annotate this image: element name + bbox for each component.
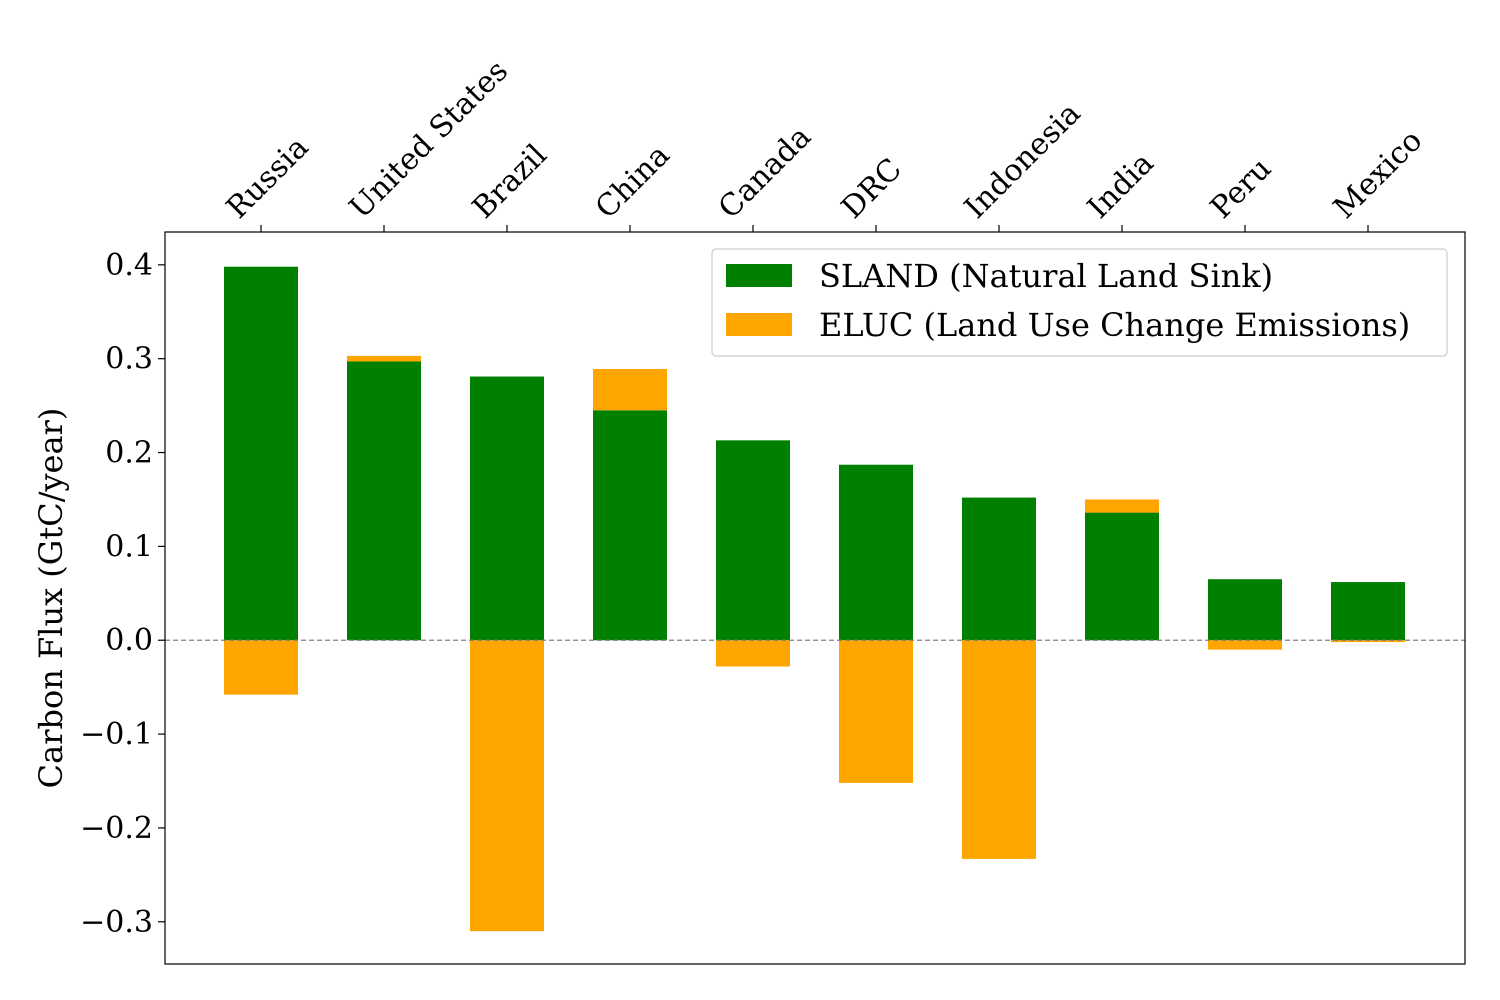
bar-eluc-brazil [470, 640, 544, 932]
bar-eluc-russia [224, 640, 298, 695]
y-ticks: 0.4 0.3 0.2 0.1 0.0 −0.1 −0.2 −0.3 [80, 248, 165, 940]
y-axis-title: Carbon Flux (GtC/year) [32, 408, 70, 789]
bar-eluc-mexico [1331, 640, 1405, 643]
y-tick-label: 0.3 [105, 342, 153, 377]
bar-sland-peru [1208, 579, 1282, 641]
y-tick-label: −0.1 [80, 717, 153, 752]
legend: SLAND (Natural Land Sink) ELUC (Land Use… [711, 248, 1448, 357]
x-tick-label: China [589, 138, 677, 226]
bar-eluc-drc [839, 640, 913, 783]
x-tick-label: Brazil [466, 138, 554, 226]
x-tick-label: Indonesia [958, 96, 1088, 226]
legend-swatch-sland [726, 264, 792, 287]
bar-sland-united-states [347, 361, 421, 641]
bar-eluc-canada [716, 640, 790, 667]
x-tick-label: India [1081, 146, 1161, 226]
bar-sland-indonesia [962, 497, 1036, 641]
plot-frame [164, 231, 1466, 965]
bar-eluc-indonesia [962, 640, 1036, 859]
y-tick-label: −0.2 [80, 811, 153, 846]
legend-swatch-eluc [726, 313, 792, 336]
y-tick-label: −0.3 [80, 905, 153, 940]
bar-eluc-united-states [347, 355, 421, 362]
legend-label-sland: SLAND (Natural Land Sink) [819, 257, 1273, 295]
y-tick-label: 0.1 [105, 529, 153, 564]
legend-box [711, 248, 1448, 357]
bar-sland-drc [839, 464, 913, 641]
legend-label-eluc: ELUC (Land Use Change Emissions) [819, 306, 1410, 344]
x-tick-label: Canada [712, 119, 818, 225]
y-tick-label: 0.2 [105, 436, 153, 471]
bar-sland-china [593, 410, 667, 641]
x-tick-label: Peru [1204, 151, 1278, 225]
bar-sland-canada [716, 440, 790, 641]
bar-sland-russia [224, 266, 298, 641]
bar-sland-mexico [1331, 582, 1405, 641]
bars-group [224, 266, 1405, 932]
y-tick-label: 0.0 [105, 623, 153, 658]
bar-eluc-peru [1208, 640, 1282, 650]
x-tick-label: Mexico [1327, 123, 1429, 225]
bar-sland-india [1085, 512, 1159, 641]
y-tick-label: 0.4 [105, 248, 153, 283]
x-tick-label: Russia [220, 130, 316, 226]
bar-sland-brazil [470, 376, 544, 641]
bar-eluc-india [1085, 499, 1159, 513]
bar-eluc-china [593, 369, 667, 411]
x-tick-label: DRC [835, 152, 909, 226]
